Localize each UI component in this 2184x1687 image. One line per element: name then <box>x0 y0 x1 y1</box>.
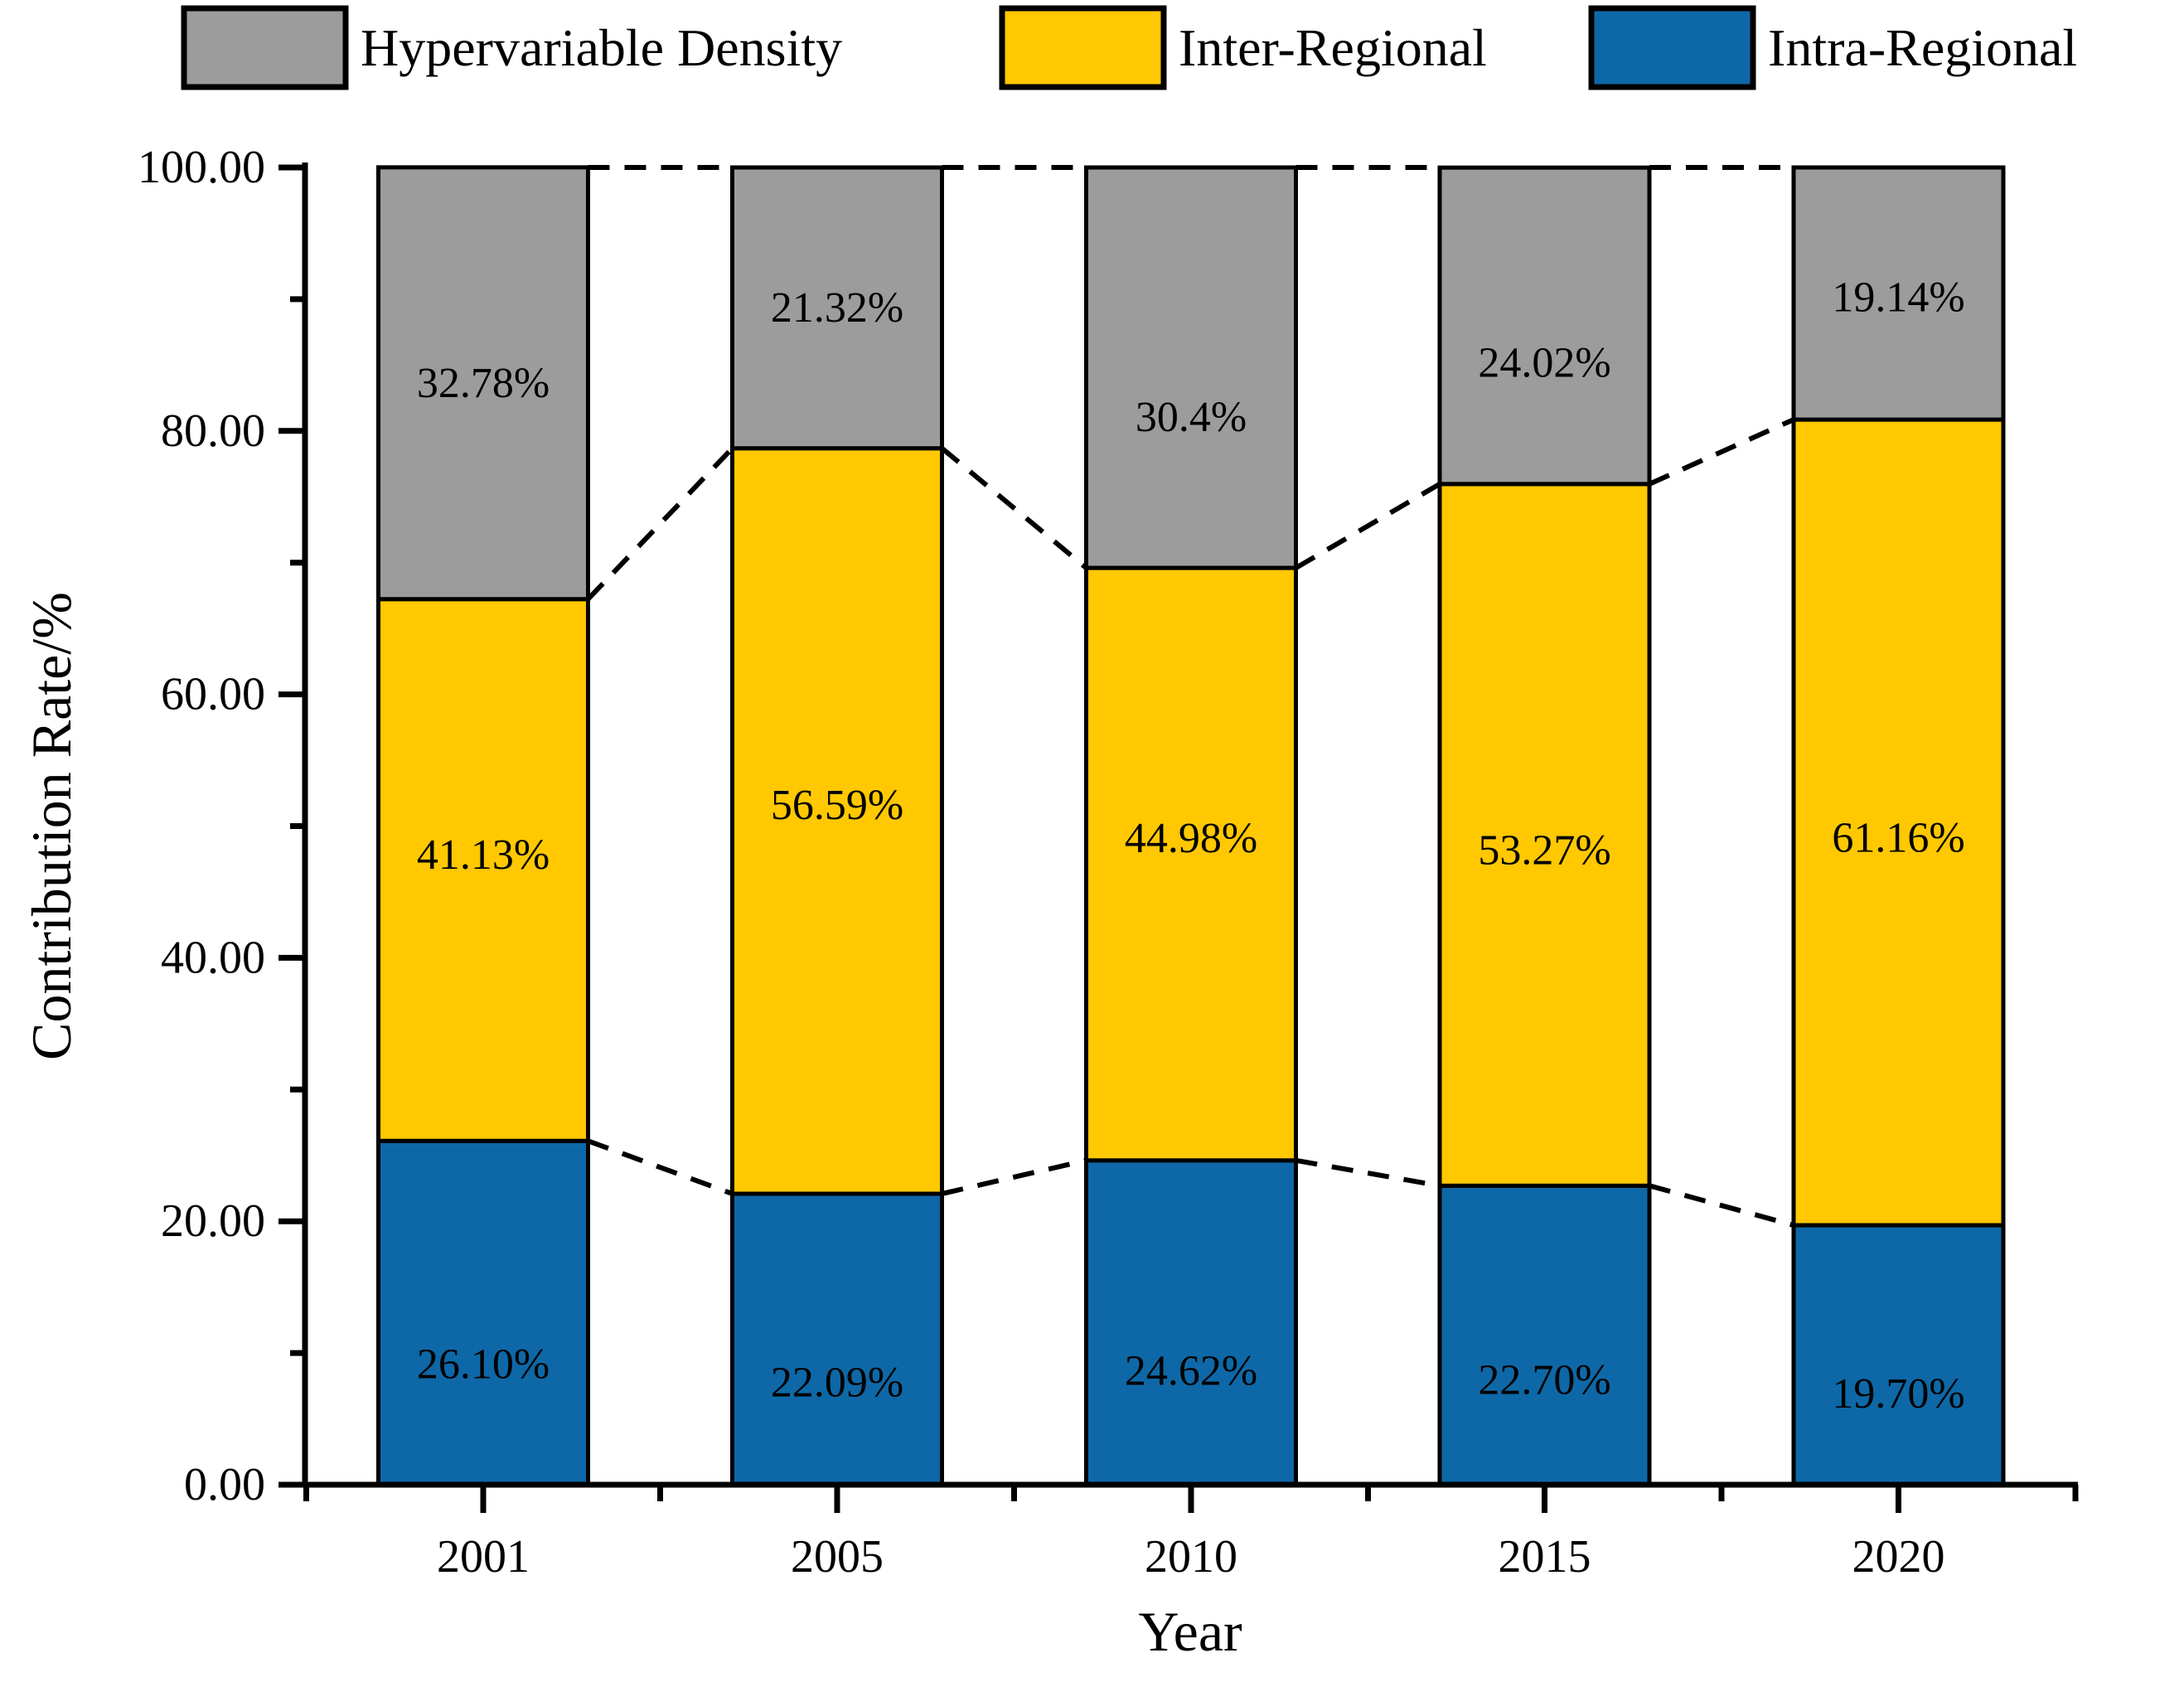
bar-2015-segment-intra-regional <box>1437 1183 1652 1487</box>
legend-swatch-hypervariable-density <box>181 5 349 90</box>
data-label-2005-inter-regional: 56.59% <box>771 782 903 829</box>
data-label-2001-intra-regional: 26.10% <box>417 1340 550 1388</box>
legend-swatch-inter-regional <box>999 5 1167 90</box>
x-tick-label-2020: 2020 <box>1852 1531 1945 1583</box>
y-tick-label-100: 100.00 <box>138 142 265 193</box>
connector-intra-top-gap2 <box>941 1157 1087 1196</box>
data-label-2001-inter-regional: 41.13% <box>417 831 550 879</box>
y-tick-label-60: 60.00 <box>161 669 265 720</box>
x-tick-label-2015: 2015 <box>1499 1531 1591 1583</box>
connector-intra-top-gap1 <box>587 1138 734 1196</box>
data-label-2010-hypervariable-density: 30.4% <box>1136 394 1247 441</box>
bar-2001-segment-hypervariable-density <box>376 165 590 602</box>
y-axis-title: Contribution Rate/% <box>20 592 83 1060</box>
bar-2015-segment-hypervariable-density <box>1437 165 1652 487</box>
connector-intra-top-gap3 <box>1295 1157 1441 1189</box>
bar-2001-segment-intra-regional <box>376 1138 590 1487</box>
data-label-2020-hypervariable-density: 19.14% <box>1832 274 1964 322</box>
data-label-2005-hypervariable-density: 21.32% <box>771 284 903 332</box>
data-label-2015-intra-regional: 22.70% <box>1478 1356 1610 1403</box>
connector-intra-top-gap4 <box>1649 1183 1794 1228</box>
bar-2005-segment-intra-regional <box>730 1191 944 1487</box>
data-label-2020-inter-regional: 61.16% <box>1832 815 1964 862</box>
connector-dashed-lines <box>586 165 1795 1228</box>
data-label-2020-intra-regional: 19.70% <box>1832 1370 1964 1418</box>
x-tick-label-2005: 2005 <box>791 1531 884 1583</box>
bar-2005-segment-hypervariable-density <box>730 165 944 451</box>
connector-inter-top-gap3 <box>1294 482 1441 570</box>
data-label-2010-inter-regional: 44.98% <box>1125 815 1257 862</box>
data-label-2010-intra-regional: 24.62% <box>1125 1348 1257 1395</box>
bar-2010-segment-hypervariable-density <box>1084 165 1298 570</box>
legend-label-intra-regional: Intra-Regional <box>1768 18 2077 77</box>
legend: Hypervariable Density Inter-Regional Intra… <box>181 5 2077 90</box>
legend-label-inter-regional: Inter-Regional <box>1179 18 1487 77</box>
x-tick-label-2001: 2001 <box>437 1531 530 1583</box>
bar-2010-segment-inter-regional <box>1084 565 1298 1163</box>
x-tick-label-2010: 2010 <box>1145 1531 1237 1583</box>
bar-2015-segment-inter-regional <box>1437 482 1652 1188</box>
connector-inter-top-gap2 <box>940 446 1088 570</box>
data-labels: 26.10% 41.13% 32.78% 22.09% 56.59% 21.32% 24.6… <box>417 274 1965 1418</box>
bar-2020-segment-intra-regional <box>1791 1223 2006 1487</box>
data-label-2015-inter-regional: 53.27% <box>1478 827 1610 875</box>
y-tick-label-20: 20.00 <box>161 1195 265 1247</box>
y-tick-label-80: 80.00 <box>161 405 265 457</box>
y-tick-label-0: 0.00 <box>184 1459 265 1510</box>
legend-label-hypervariable-density: Hypervariable Density <box>361 18 842 77</box>
legend-swatch-intra-regional <box>1588 5 1756 90</box>
connector-inter-top-gap4 <box>1648 417 1795 487</box>
data-label-2015-hypervariable-density: 24.02% <box>1478 339 1610 386</box>
x-axis-title: Year <box>1138 1600 1242 1663</box>
axes: 0.00 20.00 40.00 60.00 80.00 100.00 2001 2005 20… <box>20 142 2079 1663</box>
y-tick-label-40: 40.00 <box>161 932 265 983</box>
bar-2020-segment-hypervariable-density <box>1791 165 2006 422</box>
bar-2020-segment-inter-regional <box>1791 417 2006 1228</box>
bar-2005-segment-inter-regional <box>730 446 944 1196</box>
bar-2010-segment-intra-regional <box>1084 1158 1298 1487</box>
stacked-bars <box>376 165 2006 1487</box>
data-label-2005-intra-regional: 22.09% <box>771 1360 903 1407</box>
connector-inter-top-gap1 <box>586 446 734 601</box>
data-label-2001-hypervariable-density: 32.78% <box>417 360 550 407</box>
